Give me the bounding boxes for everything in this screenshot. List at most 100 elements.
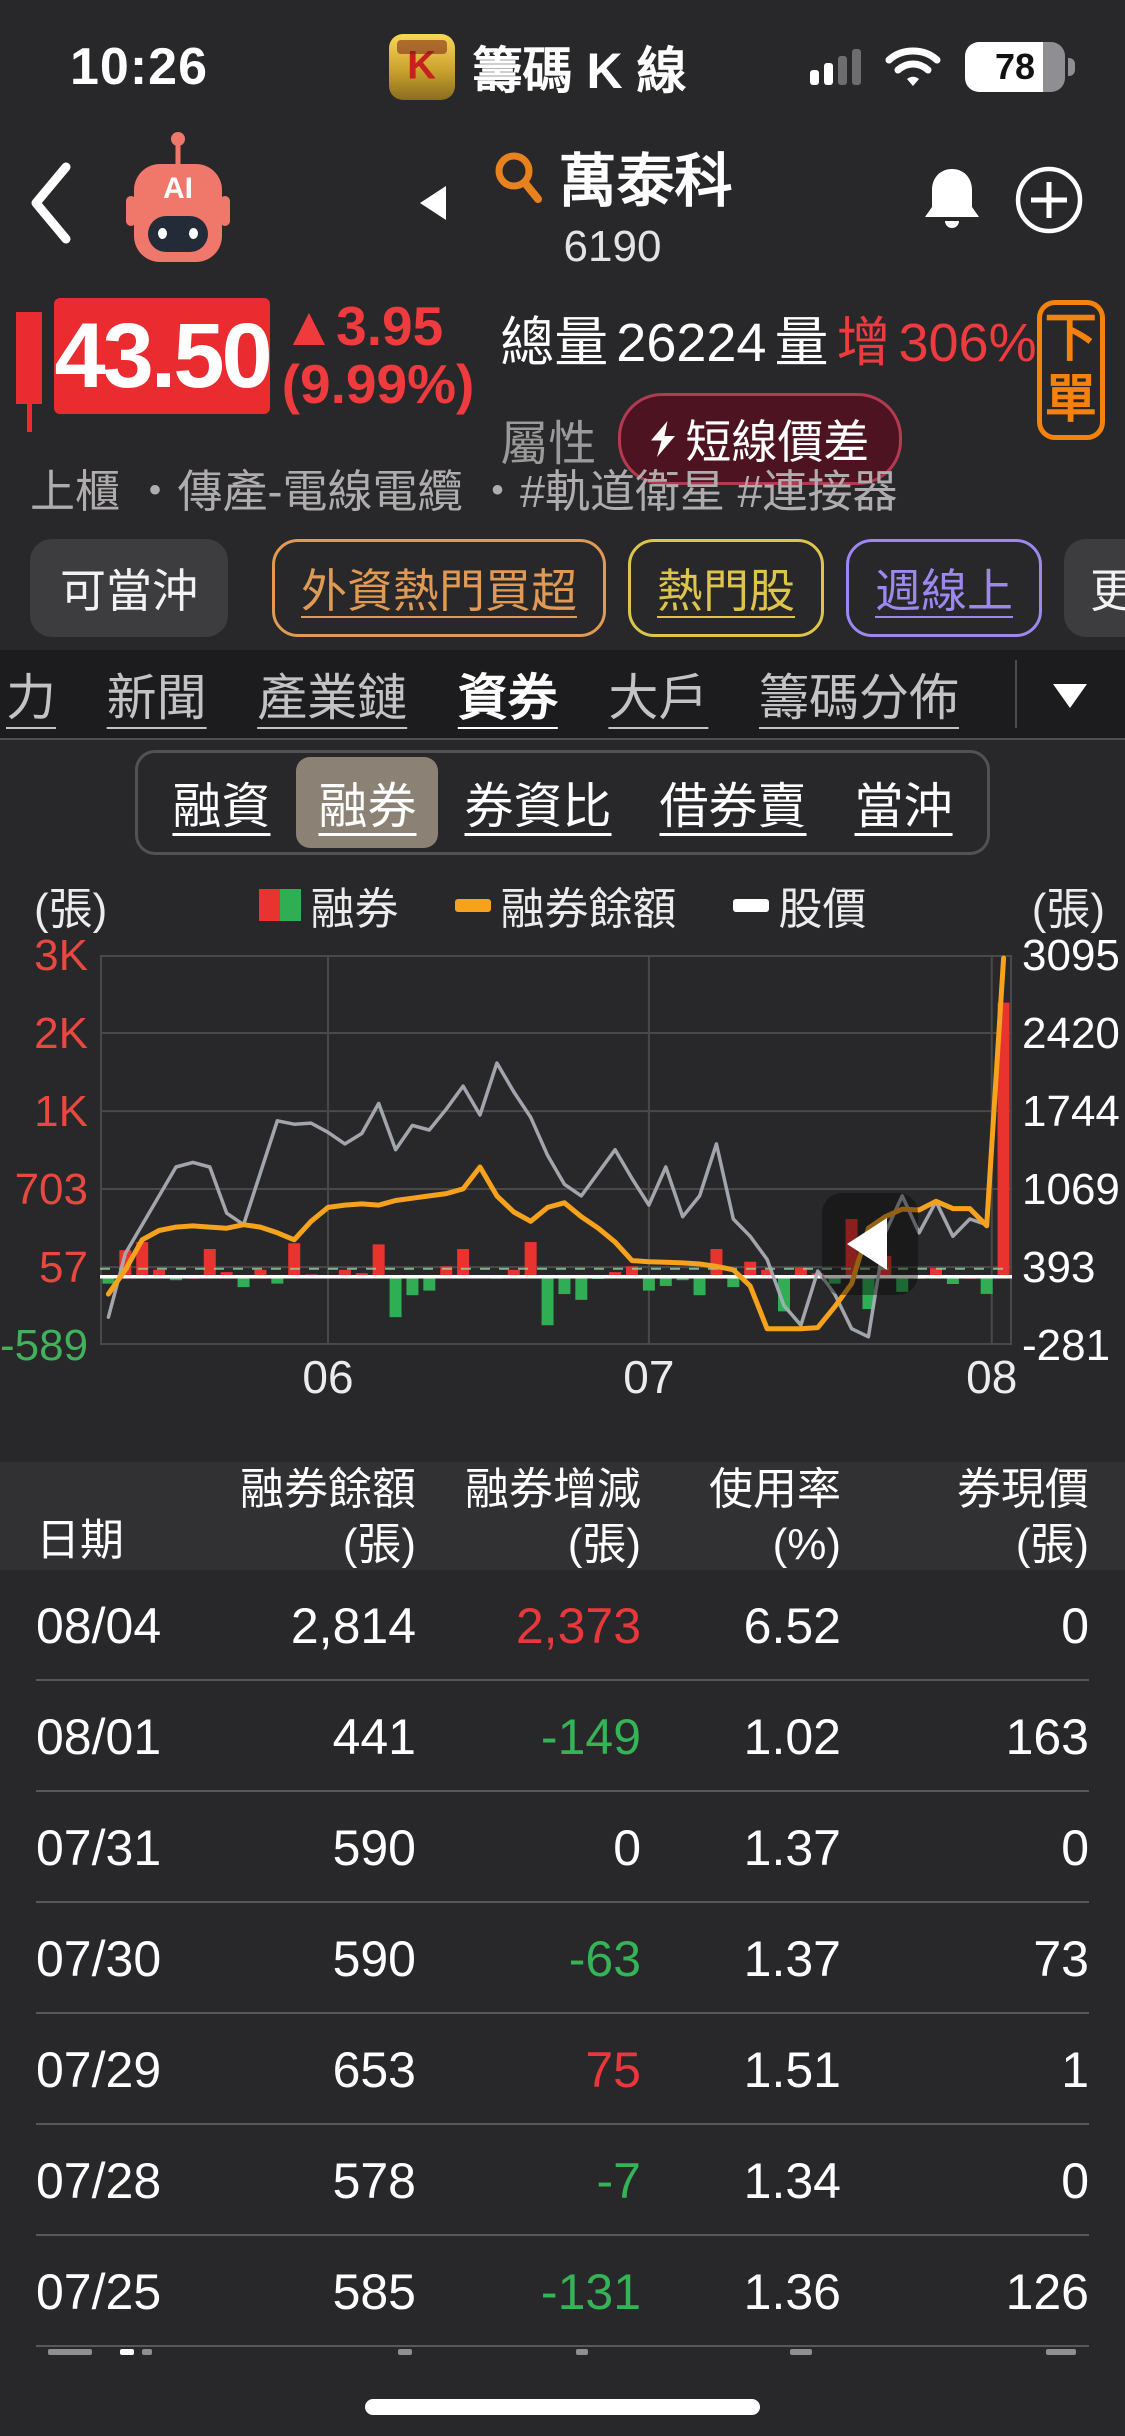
short-sale-table: 08/04 2,814 2,373 6.52 0 08/01 441 -149 1.02 163 0… [0, 1570, 1125, 2347]
last-price: 43.50 [54, 304, 272, 407]
notification-bell-icon[interactable] [921, 165, 983, 240]
th-0: 日期 [36, 1516, 124, 1565]
subtab-0[interactable]: 融資 [172, 780, 271, 834]
cell-balance: 653 [332, 2041, 416, 2098]
nav-tab-3[interactable]: 資券 [457, 670, 558, 726]
chip-tag-2[interactable]: 週線上 [846, 538, 1042, 637]
status-bar: 10:26 籌碼 K 線 78 [0, 0, 1125, 115]
legend-item-1: 融券餘額 [454, 873, 677, 937]
cell-usage: 1.37 [743, 1819, 841, 1876]
vol-inc-pct: 306% [898, 313, 1037, 373]
chip-tag-0[interactable]: 外資熱門買超 [272, 538, 606, 637]
subtab-1[interactable]: 融券 [296, 757, 439, 848]
table-row[interactable]: 07/31 590 0 1.37 0 [0, 1792, 1125, 1903]
table-header: 日期 融券餘額 (張) 融券增減 (張) 使用率 (%) 券現價 (張) [0, 1462, 1125, 1570]
left-axis-tick: 57 [39, 1243, 88, 1293]
tabbar-dropdown-icon[interactable] [1053, 684, 1087, 708]
cell-balance: 441 [332, 1708, 416, 1765]
chip-more[interactable]: 更多 [1064, 538, 1125, 637]
cell-change: -131 [540, 2263, 641, 2320]
price-change: ▲3.95 [281, 295, 444, 357]
cell-change: 0 [613, 1819, 641, 1876]
section-tab-bar: 力新聞 產業鏈 資券 大戶 籌碼分佈 [0, 650, 1125, 740]
home-indicator[interactable] [365, 2399, 760, 2415]
clipped-row-remnant [0, 2347, 1125, 2361]
cell-short-price: 163 [1005, 1708, 1089, 1765]
stock-search[interactable]: 萬泰科 6190 [492, 134, 733, 272]
vol-inc-label-a: 量 [774, 313, 829, 373]
right-axis-tick: 1744 [1022, 1087, 1120, 1137]
cell-balance: 590 [332, 1819, 416, 1876]
cell-short-price: 0 [1061, 1819, 1089, 1876]
status-time: 10:26 [70, 37, 208, 96]
cell-usage: 1.37 [743, 1930, 841, 1987]
cell-balance: 585 [332, 2263, 416, 2320]
margin-subtabs: 融資 融券 券資比 借券賣 當沖 [0, 740, 1125, 865]
cell-date: 07/31 [36, 1819, 162, 1876]
nav-tab-0[interactable]: 力 [6, 670, 56, 726]
cell-date: 07/29 [36, 2041, 162, 2098]
x-axis-tick: 08 [966, 1351, 1018, 1403]
attr-tag-label: 短線價差 [685, 416, 870, 468]
nav-tab-4[interactable]: 大戶 [608, 670, 709, 726]
right-axis-tick: 3095 [1022, 931, 1120, 980]
order-button[interactable]: 下單 [1036, 300, 1105, 440]
cell-usage: 1.36 [743, 2263, 841, 2320]
cell-usage: 1.34 [743, 2152, 841, 2209]
left-axis-tick: 703 [14, 1165, 88, 1215]
search-icon [495, 152, 543, 203]
add-watchlist-button[interactable] [1013, 164, 1085, 241]
chart-plot-area[interactable]: 3K 2K 1K 703 57 -589 3095 2420 1744 1069 393 -281 [0, 934, 1125, 1368]
short-sale-chart: (張) 融券 融券餘額 股價 (張) 3K 2K 1K 703 57 -589 3095 242… [0, 865, 1125, 1420]
x-axis-tick: 07 [623, 1351, 675, 1403]
left-axis-unit: (張) [34, 885, 108, 934]
cell-date: 08/01 [36, 1708, 162, 1765]
stock-title: 萬泰科 [558, 148, 733, 214]
attr-tag-pill[interactable]: 短線價差 [618, 393, 903, 485]
ai-assistant-icon[interactable]: AI [124, 131, 232, 268]
table-row[interactable]: 07/28 578 -7 1.34 0 [0, 2125, 1125, 2236]
chart-x-axis: 06 07 08 [0, 1350, 1125, 1420]
header-bar: AI 萬泰科 6190 [0, 115, 1125, 290]
cell-change: 75 [585, 2041, 641, 2098]
subtab-4[interactable]: 當沖 [854, 780, 953, 834]
price-change-pct: (9.99%) [281, 352, 475, 415]
cell-change: 2,373 [515, 1597, 641, 1654]
prev-stock-icon[interactable] [420, 185, 447, 220]
table-row[interactable]: 07/25 585 -131 1.36 126 [0, 2236, 1125, 2347]
cell-balance: 578 [332, 2152, 416, 2209]
cell-short-price: 73 [1033, 1930, 1089, 1987]
right-axis-tick: 1069 [1022, 1165, 1120, 1215]
status-app-name: 籌碼 K 線 [472, 42, 687, 99]
cell-balance: 2,814 [290, 1597, 416, 1654]
table-row[interactable]: 07/30 590 -63 1.37 73 [0, 1903, 1125, 2014]
subtab-3[interactable]: 借券賣 [659, 780, 807, 834]
cell-date: 08/04 [36, 1597, 162, 1654]
attr-label: 屬性 [500, 418, 597, 471]
chart-legend: (張) 融券 融券餘額 股價 (張) [0, 865, 1125, 945]
volume-label: 總量 [500, 313, 609, 373]
left-axis-tick: 2K [34, 1008, 88, 1058]
lightning-bolt-icon [651, 421, 676, 457]
nav-tab-1[interactable]: 新聞 [106, 670, 207, 726]
battery-icon: 78 [965, 41, 1075, 92]
table-row[interactable]: 08/01 441 -149 1.02 163 [0, 1681, 1125, 1792]
chip-day-trade[interactable]: 可當沖 [30, 538, 228, 637]
back-button[interactable] [28, 153, 98, 253]
right-axis-unit: (張) [1031, 885, 1105, 934]
right-axis-tick: -281 [1022, 1321, 1111, 1370]
chart-collapse-button[interactable] [822, 1193, 918, 1295]
industry-breadcrumb: 上櫃 ・傳產-電線電纜 ・#軌道衛星 #連接器 [30, 466, 898, 517]
cell-short-price: 0 [1061, 1597, 1089, 1654]
legend-item-2: 股價 [732, 873, 867, 937]
chip-tag-1[interactable]: 熱門股 [628, 538, 824, 637]
subtab-2[interactable]: 券資比 [464, 780, 612, 834]
cell-short-price: 1 [1061, 2041, 1089, 2098]
table-row[interactable]: 07/29 653 75 1.51 1 [0, 2014, 1125, 2125]
vol-inc-label-b: 增 [836, 313, 891, 373]
table-row[interactable]: 08/04 2,814 2,373 6.52 0 [0, 1570, 1125, 1681]
nav-tab-2[interactable]: 產業鏈 [257, 670, 408, 726]
quote-section: 43.50 ▲3.95 (9.99%) 總量 26224 量 增 306% 屬性… [0, 290, 1125, 485]
nav-tab-5[interactable]: 籌碼分佈 [758, 670, 959, 726]
